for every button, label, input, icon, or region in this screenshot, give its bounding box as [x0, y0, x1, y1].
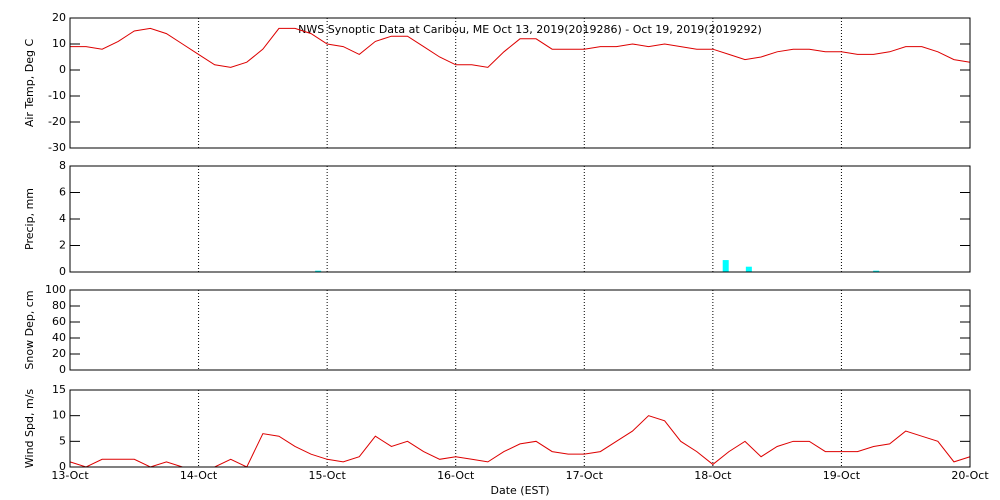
y-tick-label: 20 [52, 11, 66, 24]
y-tick-label: -30 [48, 141, 66, 154]
bar [745, 266, 752, 272]
x-tick-label: 19-Oct [823, 469, 861, 482]
plot-frame [69, 17, 971, 149]
y-tick-label: 80 [52, 299, 66, 312]
x-tick-label: 20-Oct [951, 469, 989, 482]
y-axis-label: Air Temp, Deg C [23, 39, 36, 128]
y-tick-label: 6 [59, 186, 66, 199]
x-tick-label: 18-Oct [694, 469, 732, 482]
y-tick-label: 2 [59, 239, 66, 252]
y-tick-label: 10 [52, 37, 66, 50]
x-tick-label: 14-Oct [180, 469, 218, 482]
y-tick-label: 10 [52, 409, 66, 422]
x-axis-label: Date (EST) [490, 484, 549, 497]
y-tick-label: -10 [48, 89, 66, 102]
y-tick-label: 8 [59, 159, 66, 172]
plot-frame [69, 389, 971, 468]
data-line [70, 27, 971, 68]
bar [873, 270, 880, 272]
y-tick-label: 60 [52, 315, 66, 328]
y-tick-label: 0 [59, 363, 66, 376]
x-tick-label: 13-Oct [51, 469, 89, 482]
plot-frame [69, 289, 971, 371]
y-tick-label: 40 [52, 331, 66, 344]
y-tick-label: 4 [59, 212, 66, 225]
x-tick-label: 15-Oct [308, 469, 346, 482]
bar [722, 260, 729, 272]
y-axis-label: Precip, mm [23, 188, 36, 250]
x-tick-label: 17-Oct [566, 469, 604, 482]
y-tick-label: 100 [45, 283, 66, 296]
data-line [69, 415, 971, 468]
bar [315, 270, 322, 272]
plot-frame [69, 165, 971, 273]
y-tick-label: 20 [52, 347, 66, 360]
chart-title: NWS Synoptic Data at Caribou, ME Oct 13,… [298, 23, 762, 36]
x-tick-label: 16-Oct [437, 469, 475, 482]
y-tick-label: 0 [59, 63, 66, 76]
y-axis-label: Snow Dep, cm [23, 290, 36, 369]
y-tick-label: -20 [48, 115, 66, 128]
y-tick-label: 0 [59, 265, 66, 278]
y-tick-label: 15 [52, 383, 66, 396]
y-tick-label: 0 [59, 460, 66, 473]
y-tick-label: 5 [59, 434, 66, 447]
y-axis-label: Wind Spd, m/s [23, 389, 36, 469]
